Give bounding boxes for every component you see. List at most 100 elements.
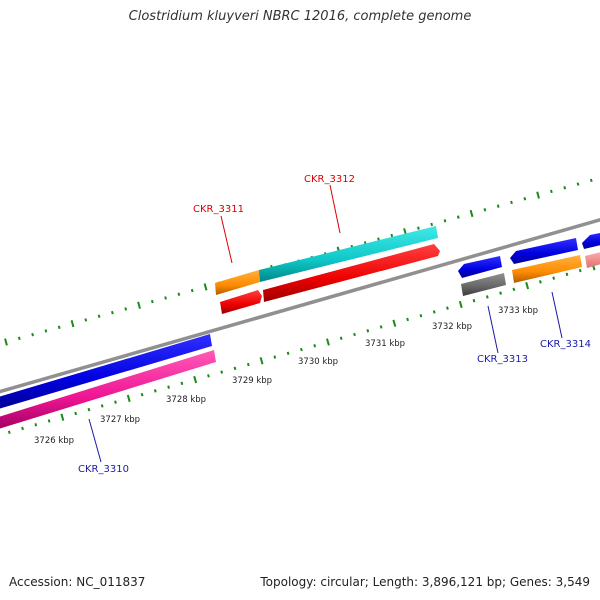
axis-tick [485,295,489,299]
axis-tick [124,307,128,311]
gene-blue-small-right[interactable] [458,256,502,278]
kbp-label: 3730 kbp [298,357,338,367]
leader-ckr-3313 [487,305,499,354]
axis-tick [57,325,61,330]
axis-tick [31,332,34,337]
axis-tick [246,362,250,367]
axis-tick [60,413,65,421]
kbp-label: 3733 kbp [498,306,538,316]
axis-tick [164,296,167,300]
axis-tick [512,287,516,292]
axis-tick [17,336,21,341]
axis-tick [563,186,567,190]
axis-tick [536,191,540,199]
axis-tick [496,204,500,208]
axis-tick [44,329,48,333]
axis-tick [233,366,237,371]
gene-features[interactable] [0,226,600,430]
axis-tick [259,357,264,365]
gene-ckr-3311-orange[interactable] [215,270,260,295]
axis-tick [47,419,51,423]
axis-tick [4,338,8,346]
axis-tick [300,347,303,352]
axis-tick [419,314,423,318]
gene-label-ckr-3312[interactable]: CKR_3312 [304,174,355,185]
gene-ckr-3313-gray[interactable] [461,273,506,296]
axis-tick [177,292,181,296]
axis-tick [87,407,91,412]
axis-tick [111,310,114,315]
kbp-label: 3729 kbp [232,376,272,386]
axis-tick [220,370,224,374]
gene-ckr-3314-orange[interactable] [512,255,582,283]
axis-tick [114,400,117,404]
axis-tick [483,208,487,212]
axis-tick [406,317,409,322]
leader-ckr-3314 [551,291,563,339]
axis-tick [565,272,569,277]
axis-tick [443,219,447,223]
axis-tick [510,200,513,205]
gene-ckr-3310-blue[interactable] [0,334,212,410]
axis-tick [578,268,582,273]
leader-ckr-3310 [88,418,102,463]
kbp-label: 3731 kbp [365,339,405,349]
gene-label-ckr-3313[interactable]: CKR_3313 [477,354,528,365]
axis-tick [34,423,38,427]
axis-tick [390,233,394,238]
axis-tick [432,310,436,314]
gene-blue-edge[interactable] [582,232,600,249]
axis-tick [458,300,463,309]
gene-red-long[interactable] [263,244,440,302]
axis-tick [539,280,542,284]
gene-label-ckr-3310[interactable]: CKR_3310 [78,464,129,475]
axis-tick [97,314,101,318]
axis-tick [446,306,449,310]
axis-tick [525,282,530,290]
genome-summary-text: Topology: circular; Length: 3,896,121 bp… [260,575,590,589]
axis-tick [84,318,88,322]
gene-label-ckr-3311[interactable]: CKR_3311 [193,204,244,215]
axis-tick [100,404,104,408]
axis-tick [499,291,502,295]
axis-tick [153,389,157,393]
axis-tick [126,394,131,403]
axis-tick [417,226,420,230]
kbp-label: 3732 kbp [432,322,472,332]
gene-salmon-edge[interactable] [585,251,600,268]
axis-tick [550,189,553,194]
gene-blue-right[interactable] [510,238,578,264]
axis-tick [326,338,330,346]
axis-tick [366,329,370,333]
gene-label-ckr-3314[interactable]: CKR_3314 [540,339,591,350]
kbp-label: 3726 kbp [34,436,74,446]
axis-tick [190,288,194,293]
axis-tick [180,381,184,386]
axis-tick [286,351,290,355]
gene-pink[interactable] [0,350,216,430]
leader-ckr-3311 [220,215,233,264]
axis-tick [7,430,11,434]
axis-tick [313,344,317,348]
leader-lines [88,184,563,463]
kbp-label: 3727 kbp [100,415,140,425]
axis-tick [339,336,343,340]
lower-tick-row [7,263,596,434]
axis-tick [193,375,198,384]
axis-tick [576,182,580,186]
gene-red-small[interactable] [220,290,262,314]
axis-tick [140,392,144,397]
kbp-label: 3728 kbp [166,395,206,405]
axis-tick [379,325,383,329]
axis-tick [353,332,356,337]
axis-tick [207,374,210,378]
leader-ckr-3312 [329,184,341,234]
axis-tick [167,385,170,389]
genome-backbone [0,218,600,394]
axis-tick [137,301,141,309]
gene-ckr-3312-cyan[interactable] [259,226,438,282]
axis-tick [472,298,476,303]
axis-tick [203,283,208,291]
axis-tick [21,426,24,431]
